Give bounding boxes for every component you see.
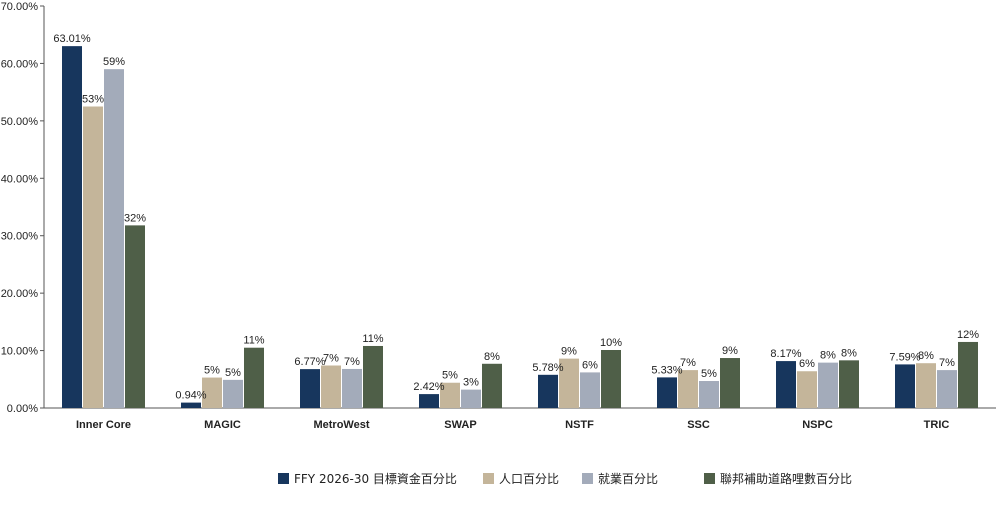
legend-swatch-funding	[278, 473, 289, 484]
data-label: 63.01%	[53, 33, 91, 45]
y-tick-label: 30.00%	[1, 231, 39, 243]
data-label: 3%	[463, 377, 479, 389]
data-label: 7%	[680, 357, 696, 369]
legend-item-road-miles: 聯邦補助道路哩數百分比	[704, 472, 852, 486]
y-tick-label: 20.00%	[1, 288, 39, 300]
x-category-label: SWAP	[444, 419, 476, 431]
bar	[538, 374, 558, 408]
data-label: 7%	[344, 356, 360, 368]
legend-item-funding: FFY 2026-30 目標資金百分比	[278, 472, 457, 486]
bar	[300, 369, 320, 408]
bar	[839, 360, 859, 408]
bar	[181, 402, 201, 408]
bar	[244, 347, 264, 408]
x-category-label: MAGIC	[204, 419, 241, 431]
data-label: 5.33%	[651, 364, 682, 376]
y-tick-label: 50.00%	[1, 116, 39, 128]
y-tick-label: 10.00%	[1, 346, 39, 358]
data-label: 53%	[82, 94, 104, 106]
bar	[202, 377, 222, 408]
bar	[699, 381, 719, 408]
data-label: 6%	[799, 358, 815, 370]
y-axis: 0.00% 10.00% 20.00% 30.00% 40.00% 50.00% 60.00…	[1, 1, 45, 415]
data-labels: 63.01%53%59%32%0.94%5% 5%11%6.77%7% 7%11%2…	[53, 33, 979, 401]
x-category-label: MetroWest	[313, 419, 369, 431]
data-label: 7%	[939, 357, 955, 369]
x-category-label: SSC	[687, 419, 710, 431]
data-label: 8%	[918, 350, 934, 362]
x-category-label: NSPC	[802, 419, 833, 431]
bar	[482, 363, 502, 408]
data-label: 0.94%	[175, 390, 206, 402]
legend-swatch-employment	[582, 473, 593, 484]
x-category-label: NSTF	[565, 419, 594, 431]
legend-item-employment: 就業百分比	[582, 472, 658, 486]
y-tick-label: 40.00%	[1, 173, 39, 185]
bar	[776, 361, 796, 408]
legend: FFY 2026-30 目標資金百分比 人口百分比 就業百分比 聯邦補助道路哩數…	[0, 468, 1000, 490]
bar	[916, 363, 936, 408]
data-label: 11%	[362, 333, 383, 345]
data-label: 5.78%	[532, 362, 563, 374]
bar	[958, 341, 978, 408]
data-label: 5%	[442, 370, 458, 382]
bar	[125, 225, 145, 408]
data-label: 59%	[103, 56, 125, 68]
data-label: 12%	[957, 329, 979, 341]
bar	[461, 389, 481, 408]
bar	[342, 368, 362, 408]
data-label: 2.42%	[413, 381, 444, 393]
legend-label-employment: 就業百分比	[598, 472, 659, 486]
data-label: 32%	[124, 212, 146, 224]
bar	[678, 370, 698, 408]
y-tick-label: 70.00%	[1, 1, 39, 13]
legend-item-population: 人口百分比	[483, 472, 559, 486]
bar	[937, 370, 957, 408]
bar	[419, 394, 439, 408]
data-label: 8%	[484, 351, 500, 363]
bar	[440, 382, 460, 408]
data-label: 9%	[722, 345, 738, 357]
bar	[580, 372, 600, 408]
data-label: 5%	[701, 368, 717, 380]
bar	[104, 69, 124, 409]
data-label: 8%	[841, 347, 857, 359]
legend-label-road-miles: 聯邦補助道路哩數百分比	[720, 472, 853, 486]
legend-label-population: 人口百分比	[499, 472, 560, 486]
x-category-label: TRIC	[924, 419, 950, 431]
data-label: 6%	[582, 359, 598, 371]
bars	[62, 46, 978, 409]
bar	[559, 358, 579, 408]
bar	[321, 365, 341, 408]
data-label: 7%	[323, 353, 339, 365]
bar	[720, 358, 740, 408]
category-labels: Inner Core MAGIC MetroWest SWAP NSTF SSC NSPC T…	[76, 419, 949, 431]
data-label: 10%	[600, 337, 622, 349]
bar	[895, 364, 915, 408]
bar	[223, 379, 243, 408]
y-tick-label: 60.00%	[1, 58, 39, 70]
legend-label-funding: FFY 2026-30 目標資金百分比	[294, 472, 457, 486]
bar	[62, 46, 82, 408]
x-category-label: Inner Core	[76, 419, 131, 431]
y-tick-label: 0.00%	[7, 403, 38, 415]
data-label: 9%	[561, 346, 577, 358]
data-label: 6.77%	[294, 356, 325, 368]
bar	[83, 106, 103, 408]
legend-swatch-population	[483, 473, 494, 484]
bar	[818, 362, 838, 408]
bar	[601, 349, 621, 408]
bar	[657, 377, 677, 408]
data-label: 5%	[225, 367, 241, 379]
data-label: 7.59%	[889, 351, 920, 363]
legend-swatch-road-miles	[704, 473, 715, 484]
data-label: 5%	[204, 365, 220, 377]
bar	[797, 371, 817, 408]
data-label: 8.17%	[770, 348, 801, 360]
bar	[363, 345, 383, 408]
data-label: 11%	[243, 335, 264, 347]
data-label: 8%	[820, 350, 836, 362]
